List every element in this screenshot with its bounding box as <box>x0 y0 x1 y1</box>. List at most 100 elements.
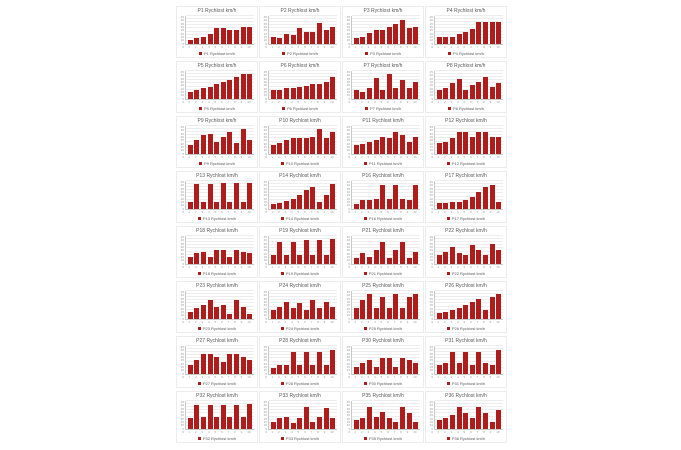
gridline <box>352 198 420 200</box>
legend-swatch-icon <box>363 436 367 440</box>
bar <box>482 362 488 374</box>
bar <box>456 407 462 429</box>
legend-label: P13 Rychlost km/h <box>202 215 237 221</box>
gridline <box>186 296 254 298</box>
bar <box>449 352 455 374</box>
bar <box>476 407 482 429</box>
x-tick-label: 9 <box>240 320 243 324</box>
x-tick-label: 8 <box>317 100 319 104</box>
bar <box>323 195 329 209</box>
legend: P6 Rychlost km/h <box>260 104 340 112</box>
bar <box>469 85 475 99</box>
x-tick-label: 3 <box>284 320 287 324</box>
gridline <box>186 189 254 191</box>
y-tick-label: 20 <box>180 31 184 36</box>
x-tick-label: 4 <box>208 430 210 434</box>
x-tick-label: 3 <box>284 265 287 269</box>
x-tick-label: 8 <box>317 155 319 159</box>
x-tick-label: 9 <box>489 430 492 434</box>
x-tick-label: 2 <box>443 45 446 49</box>
legend-label: P19 Rychlost km/h <box>285 270 320 276</box>
x-tick-label: 2 <box>443 210 446 214</box>
y-tick-label: 20 <box>429 196 433 201</box>
bar <box>214 416 220 429</box>
chart-title: P13 Rychlost km/h <box>196 173 238 179</box>
legend-swatch-icon <box>280 326 284 330</box>
y-tick-label: 10 <box>180 93 184 98</box>
gridline <box>435 36 503 38</box>
x-tick-label: 7 <box>227 430 230 434</box>
bar <box>290 352 296 374</box>
y-tick-label: 45 <box>346 180 350 184</box>
x-tick-label: 2 <box>360 45 363 49</box>
bar <box>496 201 502 209</box>
gridline <box>435 424 503 426</box>
legend-label: P31 Rychlost km/h <box>451 380 486 386</box>
x-tick-label: 1 <box>437 265 440 269</box>
x-tick-label: 3 <box>201 430 204 434</box>
y-tick-label: 10 <box>263 38 267 43</box>
bar <box>220 361 226 374</box>
bar <box>380 358 386 374</box>
bar <box>456 132 462 154</box>
bar <box>386 138 392 154</box>
legend-swatch-icon <box>446 216 450 220</box>
bar <box>406 141 412 154</box>
y-tick-label: 45 <box>429 70 433 74</box>
bar <box>476 352 482 374</box>
x-tick-label: 10 <box>496 375 500 379</box>
bar <box>443 251 449 264</box>
y-tick-label: 25 <box>346 413 350 418</box>
legend-label: P10 Rychlost km/h <box>285 160 320 166</box>
bar <box>270 254 276 264</box>
bar <box>436 364 442 374</box>
x-tick-label: 5 <box>380 430 383 434</box>
bar <box>207 34 213 44</box>
y-tick-label: 5 <box>182 151 184 156</box>
x-tick-label: 10 <box>413 320 417 324</box>
y-tick-label: 45 <box>346 125 350 129</box>
gridline <box>352 363 420 365</box>
gridline <box>435 348 503 350</box>
gridline <box>269 198 337 200</box>
y-tick-label: 0 <box>265 429 267 434</box>
bar-series <box>186 126 254 154</box>
x-axis: 1 2 3 4 5 6 7 8 9 10 <box>185 375 254 379</box>
x-tick-label: 6 <box>470 100 472 104</box>
gridline <box>269 293 337 295</box>
legend: P25 Rychlost km/h <box>343 324 423 332</box>
gridline <box>269 360 337 362</box>
bar <box>366 407 372 429</box>
bar <box>303 190 309 209</box>
x-tick-label: 1 <box>271 100 274 104</box>
bar-series <box>269 346 337 374</box>
y-tick-label: 45 <box>429 180 433 184</box>
gridline <box>269 143 337 145</box>
y-tick-label: 35 <box>346 296 350 301</box>
x-tick-label: 1 <box>354 155 357 159</box>
bar <box>463 413 469 429</box>
bar <box>463 305 469 319</box>
x-tick-label: 5 <box>214 210 217 214</box>
bar <box>443 36 449 44</box>
legend-swatch-icon <box>280 271 284 275</box>
legend-swatch-icon <box>197 216 201 220</box>
x-tick-label: 10 <box>496 155 500 159</box>
y-tick-label: 10 <box>180 423 184 428</box>
y-tick-label: 20 <box>346 416 350 421</box>
legend: P3 Rychlost km/h <box>343 49 423 57</box>
x-tick-label: 7 <box>476 430 479 434</box>
x-tick-label: 7 <box>393 100 396 104</box>
gridline <box>435 134 503 136</box>
bar <box>303 85 309 99</box>
gridline <box>435 311 503 313</box>
chart-title: P18 Rychlost km/h <box>196 228 238 234</box>
bar <box>436 202 442 209</box>
gridline <box>435 94 503 96</box>
x-tick-label: 3 <box>450 265 453 269</box>
gridline <box>269 82 337 84</box>
x-tick-label: 5 <box>380 45 383 49</box>
x-tick-label: 5 <box>214 100 217 104</box>
gridline <box>186 125 254 126</box>
